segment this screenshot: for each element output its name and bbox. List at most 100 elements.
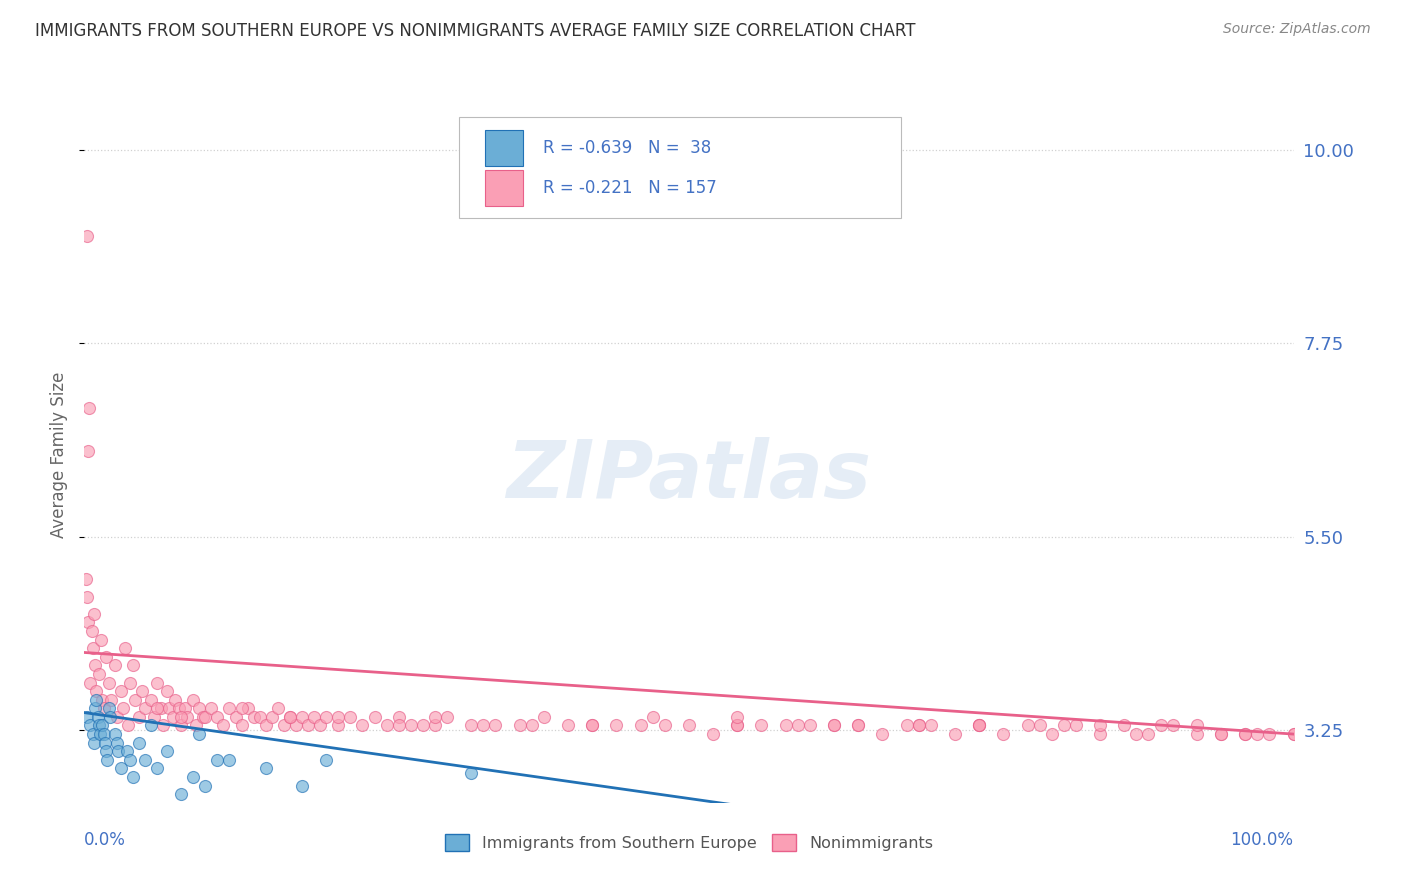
Point (1234, 727, 1257, 741)
Point (218, 753, 240, 767)
Point (1017, 718, 1039, 732)
Point (436, 710, 458, 724)
Point (121, 658, 143, 673)
Point (98, 710, 121, 724)
Point (533, 710, 555, 724)
Point (176, 710, 198, 724)
Point (278, 710, 301, 724)
Point (460, 718, 482, 732)
Point (94, 649, 117, 664)
Point (509, 718, 531, 732)
Point (82, 727, 104, 741)
Point (846, 718, 869, 732)
Point (87, 718, 110, 732)
Text: 100.0%: 100.0% (1230, 830, 1294, 848)
Point (231, 718, 253, 732)
Point (388, 710, 411, 724)
Point (557, 718, 579, 732)
Point (943, 727, 966, 741)
Point (309, 718, 332, 732)
Point (97, 701, 120, 715)
Point (399, 718, 422, 732)
Text: 0.0%: 0.0% (84, 830, 127, 848)
Point (105, 710, 128, 724)
Point (630, 718, 652, 732)
Point (86, 692, 108, 706)
Point (1040, 727, 1063, 741)
Point (131, 684, 153, 698)
Text: Source: ZipAtlas.com: Source: ZipAtlas.com (1223, 22, 1371, 37)
Point (328, 710, 350, 724)
Point (236, 701, 259, 715)
Point (412, 718, 434, 732)
Point (872, 727, 894, 741)
Point (146, 701, 169, 715)
Point (423, 710, 446, 724)
Point (207, 710, 229, 724)
Point (678, 718, 700, 732)
Point (1161, 718, 1184, 732)
Point (339, 710, 361, 724)
Point (112, 701, 135, 715)
Point (278, 710, 301, 724)
FancyBboxPatch shape (485, 130, 523, 166)
Point (328, 718, 350, 732)
Point (1234, 727, 1257, 741)
Point (165, 692, 187, 706)
Point (725, 718, 748, 732)
Point (775, 718, 797, 732)
Point (162, 710, 184, 724)
Point (846, 718, 869, 732)
Point (143, 710, 166, 724)
Point (212, 718, 235, 732)
Point (91, 692, 114, 706)
Point (1028, 718, 1050, 732)
Point (967, 718, 990, 732)
Point (90, 632, 112, 647)
Point (146, 675, 169, 690)
Point (1125, 727, 1147, 741)
Point (1088, 727, 1111, 741)
Point (100, 692, 122, 706)
Point (139, 692, 162, 706)
Point (920, 718, 942, 732)
Point (75, 573, 97, 587)
Point (105, 736, 128, 750)
Point (218, 701, 240, 715)
Point (484, 718, 506, 732)
Point (167, 701, 190, 715)
Point (170, 787, 193, 801)
Point (1185, 718, 1208, 732)
Point (249, 710, 271, 724)
Point (80, 624, 103, 638)
Point (1088, 718, 1111, 732)
Point (786, 718, 808, 732)
Point (120, 753, 142, 767)
Point (170, 718, 193, 732)
Point (291, 779, 314, 793)
Point (79, 718, 101, 732)
Point (76, 590, 98, 604)
Point (77, 401, 100, 415)
Point (967, 718, 990, 732)
Point (94, 736, 117, 750)
Point (188, 727, 211, 741)
Point (120, 675, 142, 690)
Point (423, 718, 446, 732)
Point (799, 718, 821, 732)
Point (291, 710, 314, 724)
Point (76, 710, 98, 724)
Point (200, 701, 222, 715)
Point (823, 718, 845, 732)
Point (260, 710, 283, 724)
Point (1137, 727, 1160, 741)
Point (1209, 727, 1232, 741)
Point (375, 718, 398, 732)
Point (155, 684, 177, 698)
Point (254, 761, 277, 775)
Text: ZIPatlas: ZIPatlas (506, 437, 872, 515)
Point (157, 701, 180, 715)
Point (134, 753, 156, 767)
Point (967, 718, 990, 732)
Point (823, 718, 845, 732)
